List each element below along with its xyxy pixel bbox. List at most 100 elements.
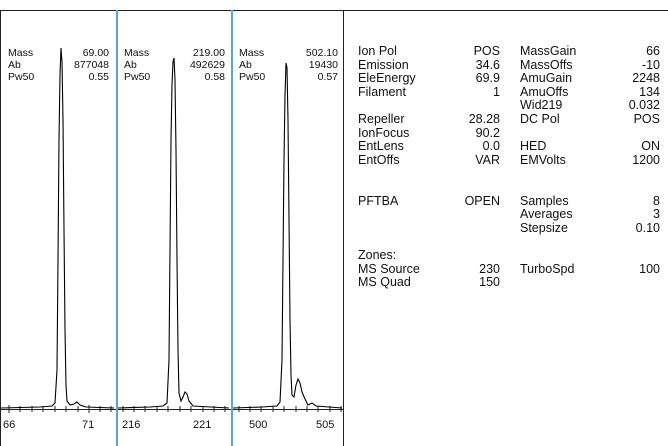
param-label: EleEnergy: [358, 71, 416, 86]
tune-row: [358, 99, 500, 113]
panel-separator: [116, 10, 118, 446]
param-label: Wid219: [520, 98, 563, 113]
param-label: AmuOffs: [520, 84, 569, 99]
param-label: Samples: [520, 193, 569, 208]
tune-row: [520, 167, 660, 181]
param-label: IonFocus: [358, 125, 410, 140]
x-tick-label: 500: [249, 419, 268, 431]
param-value: 34.6: [475, 57, 500, 72]
param-label: EntOffs: [358, 152, 400, 167]
tune-row: [358, 208, 500, 222]
tune-row: [358, 167, 500, 181]
tune-row: AmuGain 2248: [520, 72, 660, 86]
param-label: Ion Pol: [358, 44, 397, 58]
param-label: Filament: [358, 84, 406, 99]
tune-row: IonFocus 90.2: [358, 125, 500, 141]
tune-row: [358, 235, 500, 249]
param-value: 3: [653, 207, 660, 222]
x-tick-label: 221: [193, 419, 212, 431]
x-tick-label: 505: [316, 419, 335, 431]
mass-readout: Mass 69.00: [8, 47, 109, 59]
frame-right-divider: [343, 10, 344, 446]
pw50-readout: Pw50 0.55: [8, 71, 109, 83]
tune-row: Averages 3: [520, 208, 660, 222]
x-tick-label: 66: [3, 419, 16, 431]
tune-row: Repeller 28.28: [358, 111, 500, 127]
param-value: 100: [639, 261, 660, 276]
tune-row: MassOffs -10: [520, 57, 660, 73]
panel-separator: [231, 10, 233, 446]
param-label: Repeller: [358, 111, 405, 126]
mass-label: Mass: [8, 47, 34, 59]
tune-row: DC Pol POS: [520, 111, 660, 127]
param-label: Zones:: [358, 247, 397, 262]
tune-row: EMVolts 1200: [520, 152, 660, 168]
param-label: PFTBA: [358, 193, 399, 208]
tune-row: Emission 34.6: [358, 57, 500, 73]
param-label: EntLens: [358, 139, 404, 154]
abundance-readout: Ab 877048: [8, 59, 109, 71]
x-tick-label: 71: [82, 419, 95, 431]
param-label: MassGain: [520, 44, 577, 58]
tune-row: Filament 1: [358, 84, 500, 100]
abundance-value: 19430: [308, 59, 338, 71]
abundance-label: Ab: [124, 59, 137, 71]
tune-row: TurboSpd 100: [520, 261, 660, 277]
param-label: TurboSpd: [520, 261, 575, 276]
abundance-readout: Ab 492629: [124, 59, 225, 71]
tune-row: EntOffs VAR: [358, 152, 500, 168]
abundance-label: Ab: [239, 59, 252, 71]
abundance-label: Ab: [8, 59, 21, 71]
param-value: -10: [641, 57, 660, 72]
peak-plot-area: [0, 47, 343, 413]
param-value: POS: [633, 111, 660, 126]
param-value: 150: [479, 275, 500, 290]
tune-row: MS Quad 150: [358, 275, 500, 290]
param-value: 1200: [632, 152, 660, 167]
tune-row: Wid219 0.032: [520, 99, 660, 113]
param-value: 134: [639, 84, 660, 99]
pw50-label: Pw50: [8, 71, 35, 83]
param-label: Stepsize: [520, 220, 568, 235]
tune-row: [358, 181, 500, 195]
mass-value: 69.00: [82, 47, 109, 59]
tune-row: PFTBA OPEN: [358, 193, 500, 209]
frame-left-border: [0, 10, 1, 446]
param-value: 2248: [632, 71, 660, 86]
mass-label: Mass: [239, 47, 265, 59]
mass-value: 219.00: [192, 47, 225, 59]
param-value: ON: [641, 139, 660, 154]
param-value: 0.10: [635, 220, 660, 235]
mass-value: 502.10: [305, 47, 338, 59]
param-value: 8: [653, 193, 660, 208]
param-label: AmuGain: [520, 71, 573, 86]
frame-top-border: [0, 10, 668, 11]
mass-readout: Mass 502.10: [239, 47, 338, 59]
tune-row: Zones:: [358, 247, 500, 263]
mass-label: Mass: [124, 47, 150, 59]
peak-trace-2: [117, 57, 230, 409]
param-value: VAR: [475, 152, 500, 167]
pw50-readout: Pw50 0.58: [124, 71, 225, 83]
param-label: DC Pol: [520, 111, 560, 126]
x-tick-label: 216: [122, 419, 141, 431]
tune-row: MassGain 66: [520, 44, 660, 59]
param-value: 0.0: [482, 139, 500, 154]
param-label: Emission: [358, 57, 409, 72]
tune-params-right: MassGain 66 MassOffs -10 AmuGain 2248 AmuOf…: [520, 44, 660, 290]
peak-trace-3: [232, 62, 343, 409]
pw50-value: 0.58: [204, 71, 225, 83]
param-value: 0.032: [628, 98, 660, 113]
abundance-readout: Ab 19430: [239, 59, 338, 71]
param-label: MassOffs: [520, 57, 573, 72]
abundance-value: 492629: [189, 59, 225, 71]
param-label: Averages: [520, 207, 573, 222]
param-value: 66: [646, 44, 660, 58]
tune-row: [520, 276, 660, 290]
param-value: 69.9: [475, 71, 500, 86]
tune-params-left: Ion Pol POS Emission 34.6 EleEnergy 69.9 Fi…: [358, 44, 500, 290]
pw50-value: 0.55: [88, 71, 109, 83]
param-value: 1: [493, 84, 500, 99]
scan-axis: [0, 409, 343, 410]
param-label: MS Source: [358, 261, 420, 276]
